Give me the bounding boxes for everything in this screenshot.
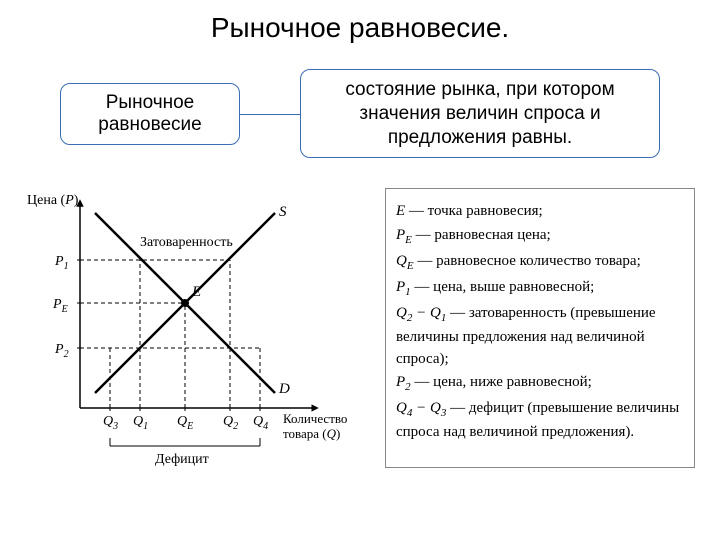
legend-item: P2 — цена, ниже равновесной; [396,372,684,396]
y-axis-label: Цена (P) [27,193,79,208]
demand-label: D [278,381,290,397]
tick-P1: P1 [54,254,69,272]
tick-Q3: Q3 [103,414,118,432]
legend-item: P1 — цена, выше равновесной; [396,277,684,301]
legend-item: E — точка равновесия; [396,201,684,223]
legend-box: E — точка равновесия; PE — равновесная ц… [385,188,695,468]
x-axis-label-2: товара (Q) [283,426,340,441]
legend-item: QE — равновесное количество товара; [396,251,684,275]
definition-box: состояние рынка, при котором значения ве… [300,69,660,158]
legend-item: PE — равновесная цена; [396,225,684,249]
point-E-label: E [191,284,201,300]
tick-QE: QE [177,414,193,432]
x-axis-label-1: Количество [283,411,347,426]
definition-row: Рыночное равновесие состояние рынка, при… [0,69,720,158]
tick-P2: P2 [54,342,69,360]
legend-item: Q2 − Q1 — затоваренность (превышение вел… [396,303,684,370]
content-row: E S D P1 PE P2 Q3 Q1 QE Q2 Q4 Цена (P) К… [0,188,720,468]
slide-title: Рыночное равновесие. [0,0,720,44]
deficit-label: Дефицит [155,452,209,467]
tick-Q2: Q2 [223,414,238,432]
tick-Q4: Q4 [253,414,268,432]
tick-Q1: Q1 [133,414,148,432]
tick-PE: PE [52,297,68,315]
legend-item: Q4 − Q3 — дефицит (превышение величины с… [396,398,684,444]
equilibrium-chart: E S D P1 PE P2 Q3 Q1 QE Q2 Q4 Цена (P) К… [25,188,365,468]
term-box: Рыночное равновесие [60,83,240,145]
supply-label: S [279,204,287,220]
overstocking-label: Затоваренность [140,235,233,250]
